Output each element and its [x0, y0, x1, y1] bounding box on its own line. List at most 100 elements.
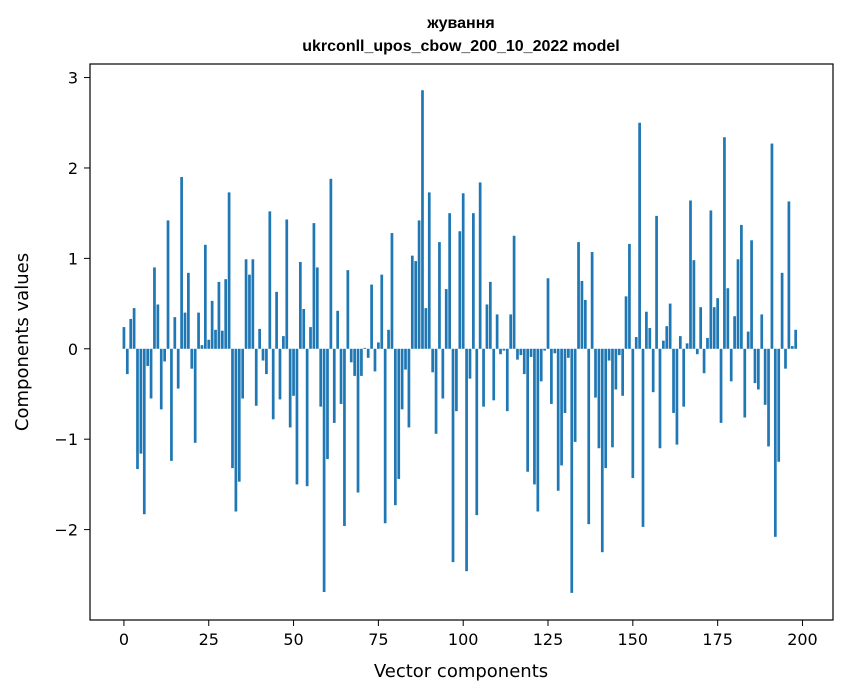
bar-37 — [248, 274, 251, 349]
bar-170 — [699, 307, 703, 349]
bar-114 — [509, 314, 513, 349]
bar-144 — [611, 348, 614, 448]
bar-35 — [241, 348, 245, 399]
bar-167 — [689, 200, 692, 349]
x-tick-label: 0 — [119, 630, 129, 649]
bar-71 — [363, 347, 367, 349]
bar-25 — [207, 339, 211, 349]
bar-176 — [719, 348, 723, 423]
bar-140 — [597, 348, 601, 449]
bar-132 — [570, 348, 574, 593]
bar-171 — [702, 348, 706, 374]
x-tick-label: 150 — [618, 630, 649, 649]
y-tick-label: 2 — [68, 159, 78, 178]
bar-70 — [360, 348, 363, 376]
bar-51 — [295, 348, 299, 485]
bar-117 — [519, 348, 523, 356]
bar-160 — [665, 326, 669, 349]
bar-50 — [292, 348, 295, 396]
y-tick-label: −2 — [54, 521, 78, 540]
bar-63 — [336, 310, 340, 349]
bar-134 — [577, 242, 580, 349]
bar-111 — [499, 348, 502, 355]
bar-180 — [733, 316, 736, 349]
bar-57 — [315, 267, 319, 349]
bar-94 — [441, 348, 445, 399]
bar-92 — [434, 348, 438, 434]
bar-182 — [740, 224, 743, 349]
bar-178 — [726, 288, 730, 349]
bar-83 — [404, 348, 407, 370]
bar-85 — [410, 255, 414, 349]
bar-146 — [617, 348, 621, 356]
bar-173 — [709, 210, 713, 349]
bar-152 — [638, 122, 641, 349]
bar-97 — [451, 348, 455, 563]
bar-60 — [326, 348, 329, 460]
bar-172 — [706, 337, 709, 349]
bar-188 — [760, 314, 764, 349]
chart-title: жування — [426, 15, 494, 32]
bar-45 — [275, 291, 278, 349]
x-tick-label: 100 — [448, 630, 479, 649]
bar-181 — [736, 259, 740, 349]
bar-189 — [763, 348, 767, 405]
bar-6 — [142, 348, 146, 515]
bar-74 — [373, 348, 377, 372]
bar-157 — [655, 215, 658, 349]
bar-80 — [393, 348, 397, 506]
bar-34 — [237, 348, 241, 482]
bar-149 — [628, 243, 631, 349]
x-axis-ticks: 0 25 50 75 100 125 150 175 200 — [119, 620, 818, 649]
bar-187 — [757, 348, 760, 390]
x-tick-label: 25 — [199, 630, 219, 649]
bar-39 — [254, 348, 258, 406]
bar-130 — [563, 348, 567, 413]
bar-150 — [631, 348, 635, 479]
bar-108 — [488, 281, 492, 349]
bar-196 — [787, 201, 791, 349]
bar-159 — [662, 340, 665, 349]
bar-153 — [641, 348, 645, 527]
bar-15 — [173, 317, 177, 349]
bar-183 — [743, 348, 747, 418]
bar-168 — [692, 260, 696, 349]
y-axis-ticks: −2 −1 0 1 2 3 — [54, 69, 90, 540]
bar-105 — [478, 182, 482, 349]
bar-99 — [458, 231, 462, 349]
bar-10 — [156, 304, 160, 349]
bar-198 — [794, 329, 798, 349]
bar-69 — [356, 348, 360, 493]
bar-142 — [604, 348, 608, 469]
bar-147 — [621, 348, 625, 396]
bar-191 — [770, 143, 774, 349]
y-tick-label: −1 — [54, 430, 78, 449]
bar-161 — [668, 303, 672, 349]
bar-84 — [407, 348, 411, 428]
bar-16 — [176, 348, 180, 389]
bar-137 — [587, 348, 591, 525]
bar-24 — [203, 244, 207, 349]
bar-73 — [370, 284, 373, 349]
bar-101 — [465, 348, 468, 572]
bar-190 — [767, 348, 770, 447]
bar-186 — [753, 348, 757, 384]
x-tick-label: 50 — [283, 630, 303, 649]
bar-4 — [136, 348, 139, 470]
bar-104 — [475, 348, 479, 516]
bar-series — [122, 90, 798, 593]
bar-28 — [217, 281, 221, 349]
bar-32 — [231, 348, 234, 469]
chart-subtitle: ukrconll_upos_cbow_200_10_2022 model — [302, 38, 619, 55]
bar-82 — [400, 348, 404, 410]
bar-18 — [183, 312, 187, 349]
bar-115 — [512, 235, 516, 349]
bar-58 — [319, 348, 323, 407]
bar-164 — [678, 336, 682, 349]
bar-77 — [383, 348, 387, 524]
bar-102 — [468, 348, 472, 379]
bar-90 — [427, 192, 431, 349]
bar-98 — [455, 348, 458, 412]
bar-175 — [716, 298, 719, 349]
